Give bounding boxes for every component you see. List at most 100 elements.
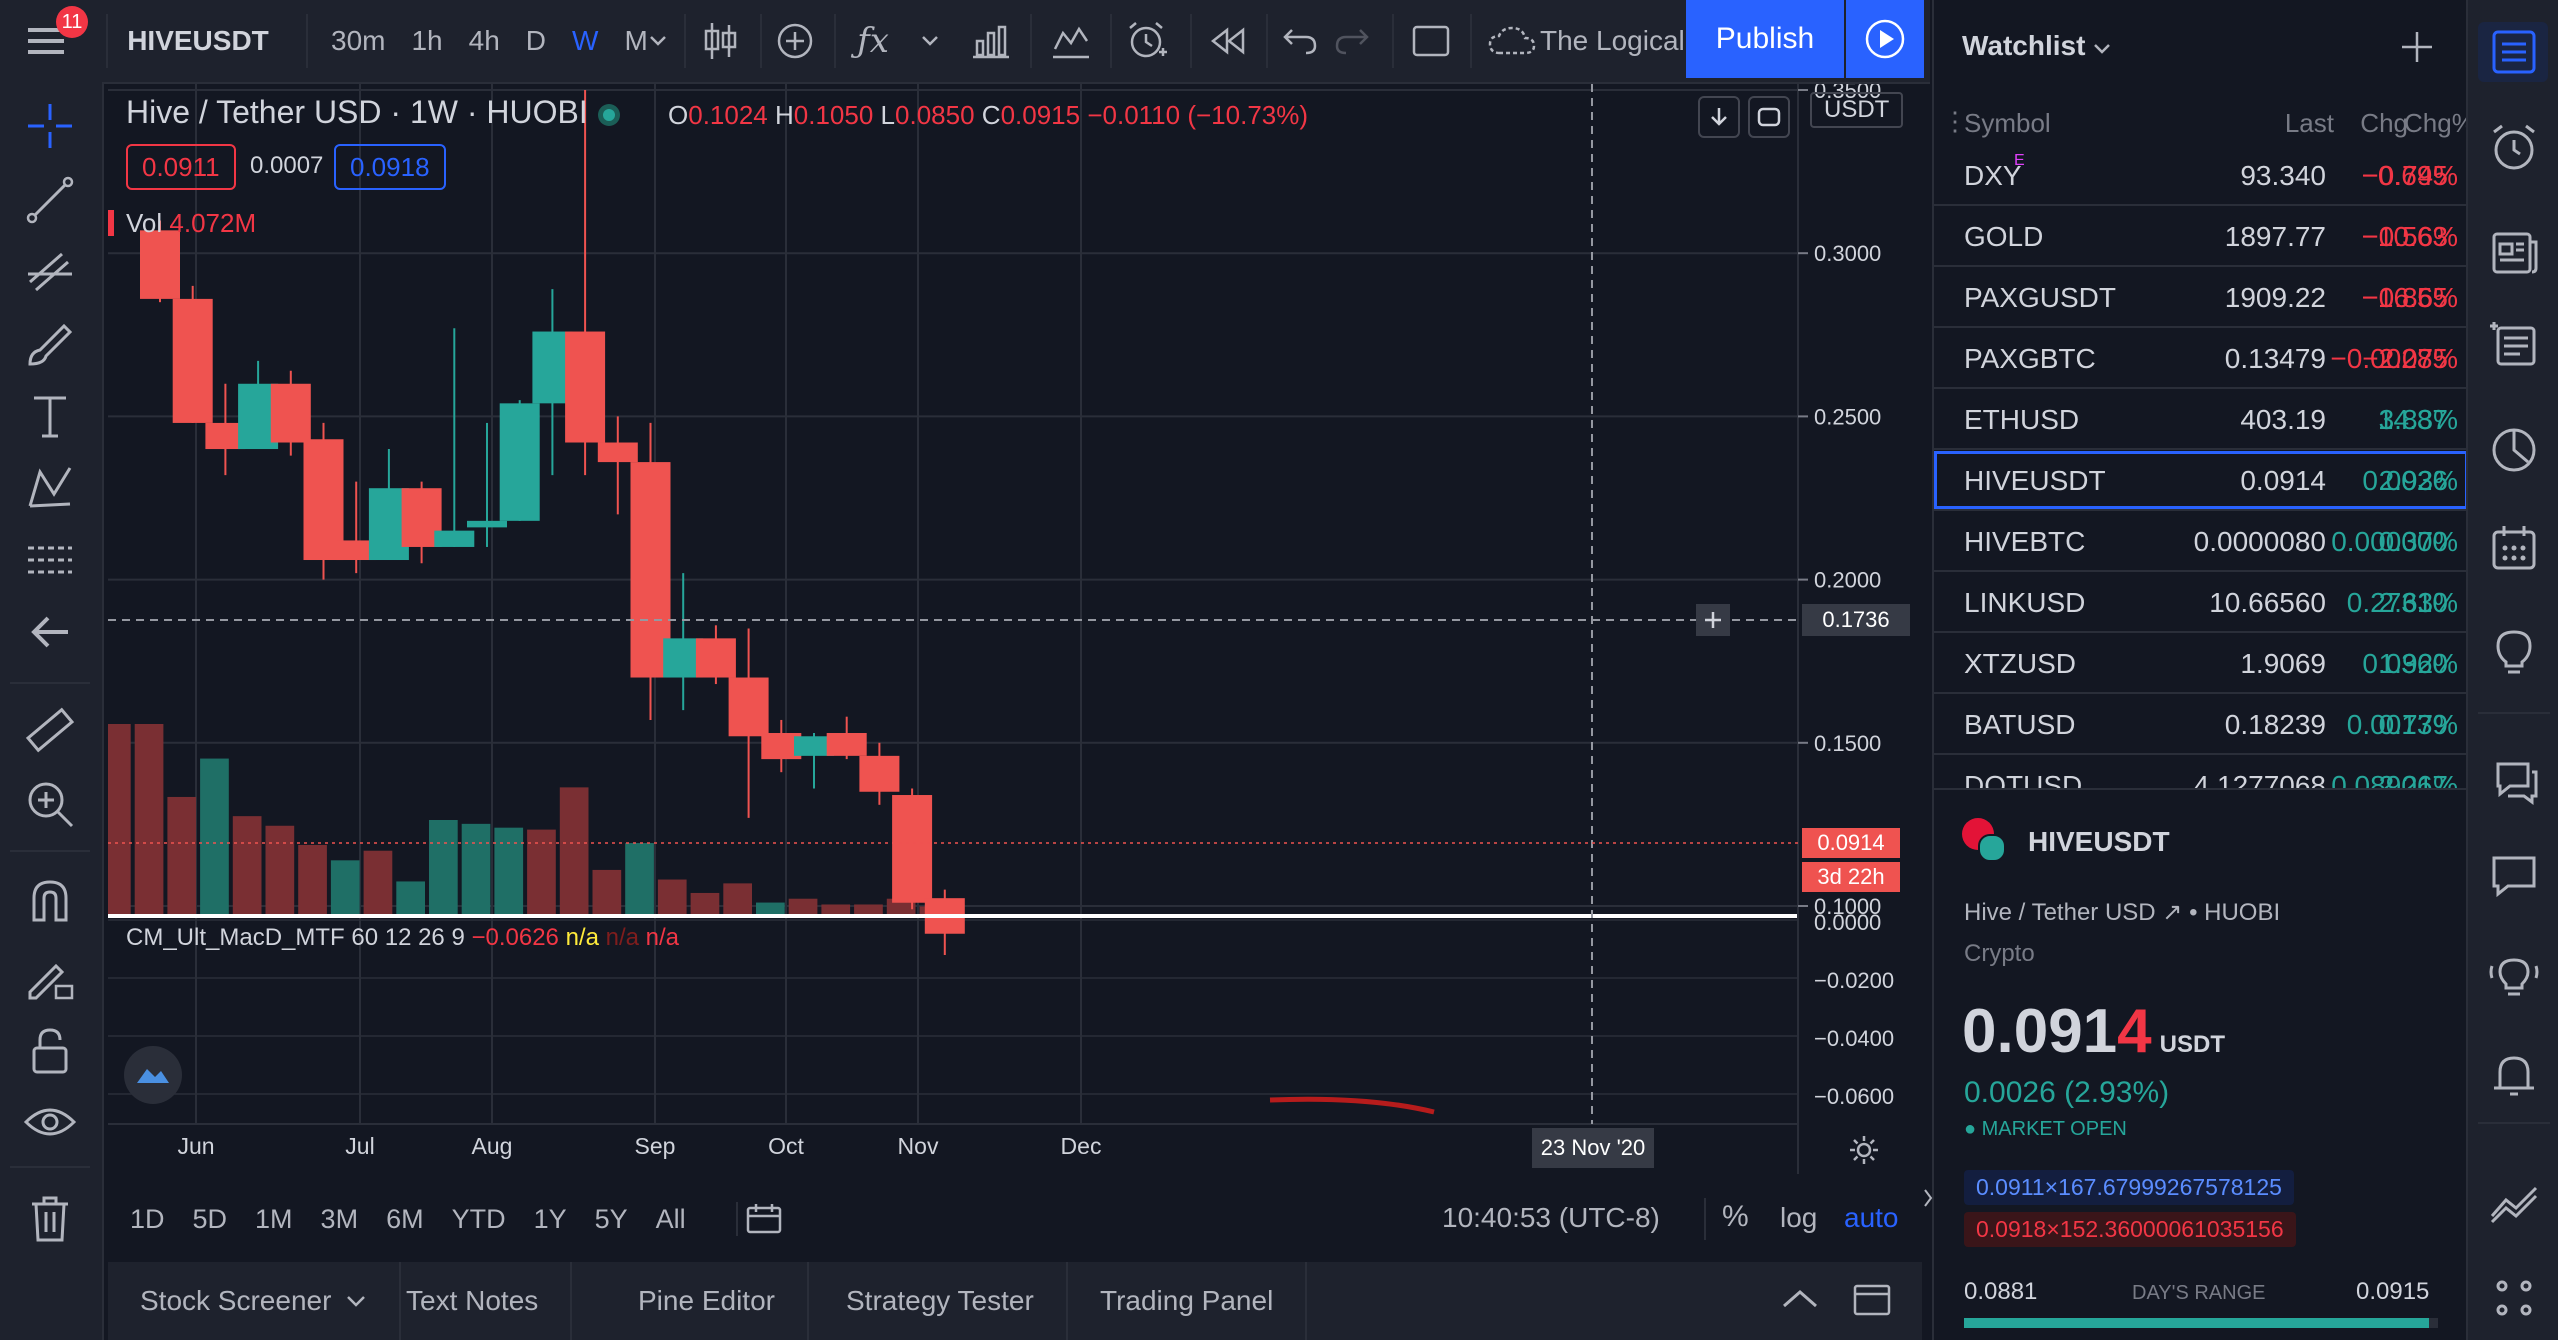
range-all[interactable]: All — [655, 1203, 686, 1234]
collapse-panel-handle[interactable] — [1922, 1178, 1934, 1218]
prediction-icon[interactable] — [22, 532, 78, 588]
auto-scale-toggle[interactable]: auto — [1844, 1202, 1899, 1233]
watchlist-icon[interactable] — [2488, 26, 2540, 78]
templates-icon[interactable] — [1046, 0, 1096, 82]
details-full-name[interactable]: Hive / Tether USD ↗ • HUOBI — [1964, 899, 2281, 926]
chevron-down-icon[interactable] — [912, 0, 948, 82]
publish-button[interactable]: Publish — [1686, 0, 1844, 78]
calendar-icon[interactable] — [2488, 522, 2540, 574]
interval-m[interactable]: M — [624, 25, 648, 56]
zoom-in-icon[interactable] — [22, 776, 78, 832]
macd-legend[interactable]: CM_Ult_MacD_MTF 60 12 26 9 −0.0626 n/a n… — [126, 924, 680, 951]
range-1m[interactable]: 1M — [255, 1203, 293, 1234]
chart-pane[interactable]: 0.3500 0.3000 0.2500 0.2000 0.1500 0.1000 0.00… — [108, 84, 1922, 1174]
text-tool-icon[interactable] — [22, 388, 78, 444]
watchlist-row-xtzusd[interactable]: XTZUSD 1.9069 0.0360 1.92% — [1934, 634, 2468, 694]
watchlist-row-batusd[interactable]: BATUSD 0.18239 0.00139 0.77% — [1934, 695, 2468, 755]
range-6m[interactable]: 6M — [386, 1203, 424, 1234]
percent-scale-toggle[interactable]: % — [1722, 1200, 1749, 1233]
chevron-down-icon[interactable] — [640, 0, 676, 82]
watchlist-row-dotusd[interactable]: DOTUSD 4.1277068 0.089067 2.21% — [1934, 756, 2468, 788]
messages-icon[interactable] — [2488, 850, 2540, 902]
tab-pine-editor[interactable]: Pine Editor — [606, 1262, 809, 1340]
range-ytd[interactable]: YTD — [451, 1203, 506, 1234]
cloud-icon[interactable] — [1484, 0, 1540, 82]
back-arrow-icon[interactable] — [22, 604, 78, 660]
symbol-search-button[interactable]: HIVEUSDT — [127, 25, 269, 56]
interval-30m[interactable]: 30m — [331, 25, 386, 56]
date-range-calendar-icon[interactable] — [744, 1202, 784, 1236]
ideas-stream-icon[interactable] — [2488, 318, 2540, 370]
fullscreen-icon[interactable] — [1406, 0, 1456, 82]
log-scale-toggle[interactable]: log — [1780, 1202, 1818, 1233]
chart-canvas[interactable]: 0.35000.30000.25000.20000.15000.10000.00… — [108, 84, 1922, 1174]
financials-icon[interactable] — [966, 0, 1016, 82]
range-3m[interactable]: 3M — [320, 1203, 359, 1234]
tradingview-logo[interactable] — [124, 1046, 182, 1104]
tab-strategy-tester[interactable]: Strategy Tester — [814, 1262, 1068, 1340]
scroll-to-latest-button[interactable] — [1698, 96, 1740, 138]
volume-legend[interactable]: Vol 4.072M — [126, 208, 257, 238]
settings-gear-icon[interactable] — [1848, 1134, 1880, 1166]
alerts-clock-icon[interactable] — [2488, 122, 2540, 174]
data-window-icon[interactable] — [2488, 424, 2540, 476]
clock-readout[interactable]: 10:40:53 (UTC-8) — [1442, 1202, 1660, 1233]
pattern-icon[interactable] — [22, 460, 78, 516]
range-5y[interactable]: 5Y — [594, 1203, 628, 1234]
interval-1h[interactable]: 1h — [411, 25, 443, 56]
details-symbol[interactable]: HIVEUSDT — [2028, 826, 2170, 857]
tab-trading-panel[interactable]: Trading Panel — [1068, 1262, 1308, 1340]
publish-play-button[interactable] — [1846, 0, 1924, 78]
chart-title[interactable]: Hive / Tether USD · 1W · HUOBI — [126, 94, 588, 130]
menu-icon[interactable] — [18, 0, 78, 82]
crosshair-icon[interactable] — [22, 98, 78, 154]
watchlist-row-ethusd[interactable]: ETHUSD 403.19 14.87 3.83% — [1934, 390, 2468, 450]
trend-line-icon[interactable] — [22, 172, 78, 228]
trash-icon[interactable] — [22, 1190, 78, 1246]
watchlist-title[interactable]: Watchlist — [1962, 30, 2111, 62]
compare-add-icon[interactable] — [772, 0, 818, 82]
streams-icon[interactable] — [2488, 952, 2540, 1004]
watchlist-row-paxgusdt[interactable]: PAXGUSDT 1909.22 −16.55 −0.86% — [1934, 268, 2468, 328]
drag-handle-icon[interactable]: ⋮ — [1942, 106, 1968, 136]
lock-drawing-icon[interactable] — [22, 948, 78, 1004]
header-chgp[interactable]: Chg% — [2404, 108, 2475, 138]
header-last[interactable]: Last — [2284, 108, 2334, 138]
watchlist-row-hivebtc[interactable]: HIVEBTC 0.0000080 0.000000 0.37% — [1934, 512, 2468, 572]
interval-d[interactable]: D — [525, 25, 547, 56]
trading-chart-icon[interactable] — [2488, 1176, 2540, 1228]
magnet-icon[interactable] — [22, 874, 78, 930]
currency-badge[interactable]: USDT — [1810, 92, 1904, 128]
interval-w[interactable]: W — [572, 25, 599, 56]
lightbulb-icon[interactable] — [2488, 626, 2540, 678]
notifications-bell-icon[interactable] — [2488, 1050, 2540, 1102]
redo-icon[interactable] — [1330, 0, 1374, 82]
ruler-icon[interactable] — [22, 702, 78, 758]
range-1d[interactable]: 1D — [130, 1203, 165, 1234]
sell-price-button[interactable]: 0.0911 — [126, 144, 236, 190]
watchlist-row-paxgbtc[interactable]: PAXGBTC 0.13479 −0.00285 −2.07% — [1934, 329, 2468, 389]
chats-icon[interactable] — [2488, 756, 2540, 808]
alert-clock-icon[interactable] — [1122, 0, 1172, 82]
indicators-fx-icon[interactable]: ƒx — [857, 21, 889, 61]
crosshair-add-button[interactable] — [1696, 604, 1730, 636]
watchlist-row-linkusd[interactable]: LINKUSD 10.66560 0.27310 2.63% — [1934, 573, 2468, 633]
tab-text-notes[interactable]: Text Notes — [374, 1262, 573, 1340]
replay-icon[interactable] — [1202, 0, 1252, 82]
watchlist-row-hiveusdt[interactable]: HIVEUSDT 0.0914 0.0026 2.93% — [1934, 451, 2468, 511]
range-5d[interactable]: 5D — [192, 1203, 228, 1234]
eye-icon[interactable] — [22, 1094, 78, 1150]
reset-chart-button[interactable] — [1748, 96, 1790, 138]
tab-stock-screener[interactable]: Stock Screener — [108, 1262, 402, 1340]
news-icon[interactable] — [2488, 226, 2540, 278]
header-symbol[interactable]: Symbol — [1964, 108, 2051, 138]
header-chg[interactable]: Chg — [2360, 108, 2408, 138]
maximize-panel-icon[interactable] — [1852, 1282, 1892, 1318]
undo-icon[interactable] — [1278, 0, 1322, 82]
dom-grid-icon[interactable] — [2488, 1272, 2540, 1324]
range-1y[interactable]: 1Y — [533, 1203, 567, 1234]
chevron-up-icon[interactable] — [1780, 1284, 1820, 1314]
idea-title[interactable]: The Logical — [1540, 25, 1685, 56]
buy-price-button[interactable]: 0.0918 — [334, 144, 446, 190]
lock-icon[interactable] — [22, 1022, 78, 1078]
